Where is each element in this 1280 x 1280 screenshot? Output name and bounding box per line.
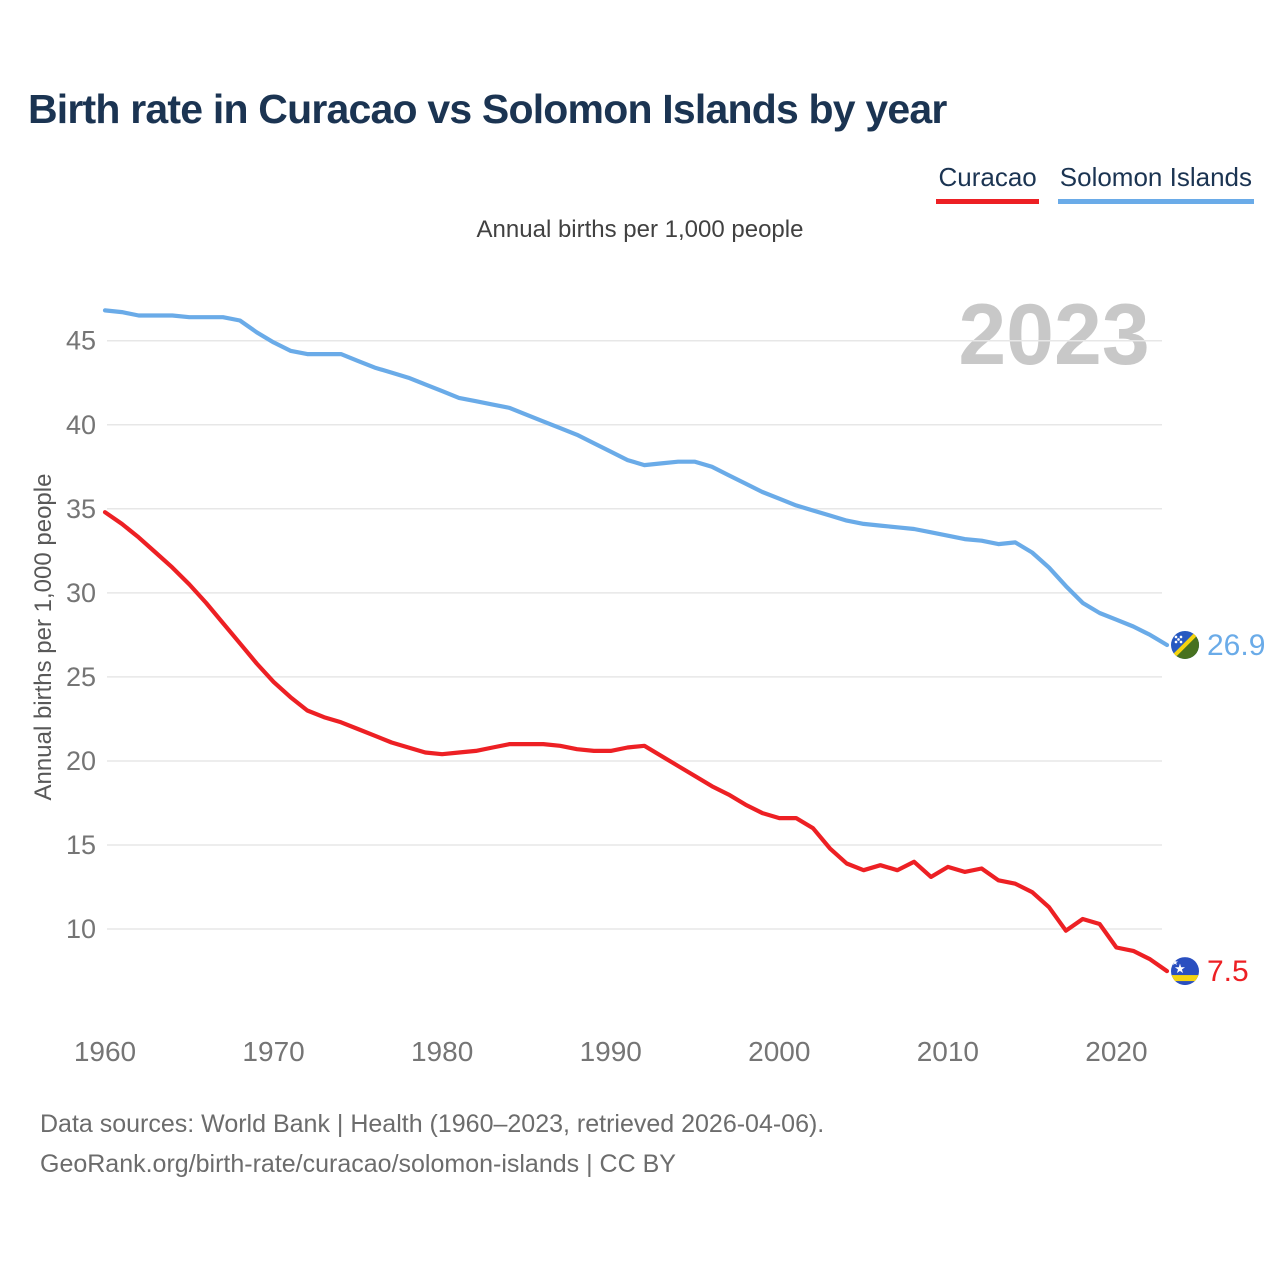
watermark-year: 2023 [958, 287, 1149, 383]
curacao-flag-icon: ★★ [1171, 957, 1199, 986]
birth-rate-line-chart: 2023 10 15 20 25 30 35 40 45 1960 1970 1980 1990 2000… [66, 287, 1265, 1067]
y-tick-label-10: 10 [66, 914, 96, 944]
y-tick-label-35: 35 [66, 494, 96, 524]
x-tick-label-2000: 2000 [748, 1036, 810, 1067]
end-label-solomon-islands: 26.9 [1207, 629, 1265, 662]
footer: Data sources: World Bank | Health (1960–… [40, 1104, 824, 1184]
x-tick-label-2010: 2010 [917, 1036, 979, 1067]
legend: Curacao Solomon Islands [936, 162, 1254, 204]
chart-area: 2023 10 15 20 25 30 35 40 45 1960 1970 1980 1990 2000… [0, 280, 1280, 1080]
x-tick-label-2020: 2020 [1085, 1036, 1147, 1067]
legend-item-solomon-islands[interactable]: Solomon Islands [1057, 162, 1254, 204]
y-tick-label-30: 30 [66, 578, 96, 608]
star-icon: ★ [1174, 961, 1186, 976]
footer-url: GeoRank.org/birth-rate/curacao/solomon-i… [40, 1150, 676, 1178]
legend-item-curacao[interactable]: Curacao [936, 162, 1039, 204]
x-tick-label-1980: 1980 [411, 1036, 473, 1067]
star-icon: ★ [1171, 958, 1178, 967]
footer-data-sources: Data sources: World Bank | Health (1960–… [40, 1110, 825, 1138]
y-tick-label-15: 15 [66, 830, 96, 860]
y-tick-label-40: 40 [66, 410, 96, 440]
y-tick-label-25: 25 [66, 662, 96, 692]
x-tick-label-1970: 1970 [242, 1036, 304, 1067]
x-tick-label-1990: 1990 [580, 1036, 642, 1067]
page-title: Birth rate in Curacao vs Solomon Islands… [28, 86, 947, 132]
y-tick-label-20: 20 [66, 746, 96, 776]
line-curacao [102, 510, 1170, 974]
end-label-curacao: 7.5 [1207, 955, 1249, 988]
line-solomon-islands [102, 308, 1170, 648]
y-tick-label-45: 45 [66, 326, 96, 356]
solomon-islands-flag-icon [1171, 630, 1199, 659]
chart-subtitle: Annual births per 1,000 people [476, 216, 804, 243]
x-tick-label-1960: 1960 [74, 1036, 136, 1067]
